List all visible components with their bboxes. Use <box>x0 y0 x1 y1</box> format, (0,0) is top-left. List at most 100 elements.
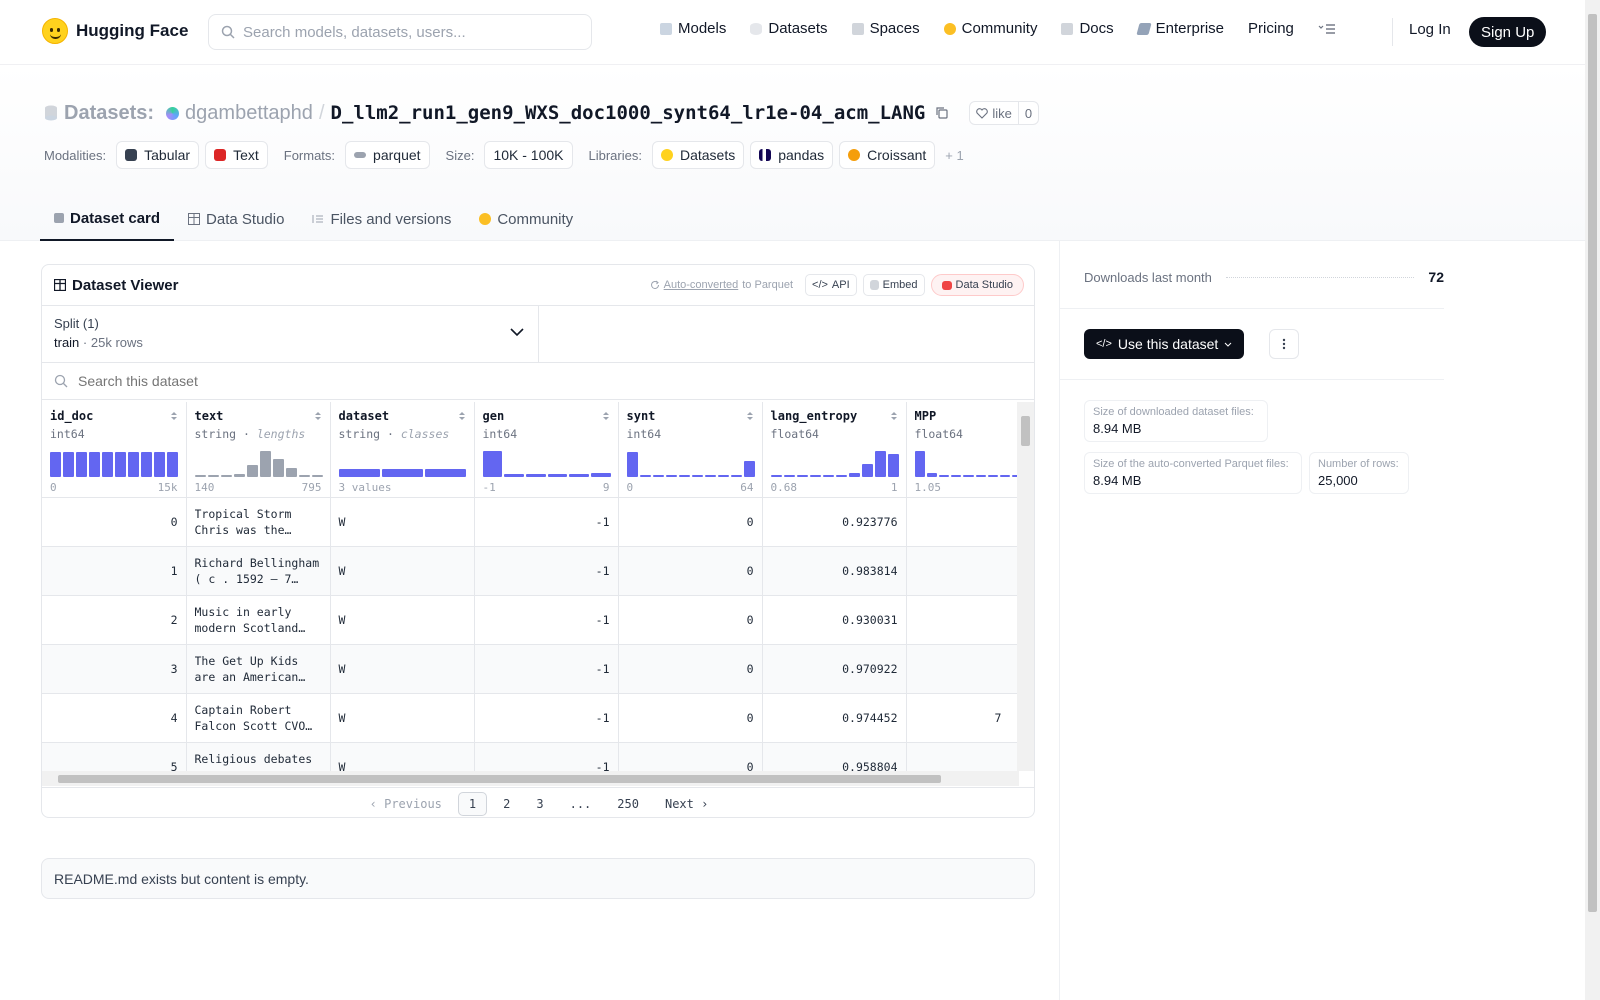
cell-dataset[interactable]: W <box>330 497 475 547</box>
split-selector[interactable]: Split (1) train · 25k rows <box>42 306 539 362</box>
histogram-bar[interactable] <box>233 473 245 477</box>
page-2-button[interactable]: 2 <box>503 796 511 811</box>
sort-icon[interactable] <box>890 410 898 422</box>
histogram-bar[interactable] <box>951 474 962 477</box>
cell-gen[interactable]: -1 <box>474 497 619 547</box>
histogram-bar[interactable] <box>848 472 860 477</box>
column-header-synt[interactable]: synt int64 0 64 <box>618 402 763 498</box>
histogram-bar[interactable] <box>861 463 873 477</box>
histogram-bar[interactable] <box>678 474 690 477</box>
tab-dataset-card[interactable]: Dataset card <box>40 197 175 241</box>
cell-gen[interactable]: -1 <box>474 595 619 645</box>
previous-page-button[interactable]: ‹ Previous <box>369 796 442 811</box>
histogram-bar[interactable] <box>999 474 1011 477</box>
nav-more-menu[interactable] <box>1318 23 1336 35</box>
histogram-bar[interactable] <box>590 472 611 477</box>
cell-synt[interactable]: 0 <box>618 742 763 771</box>
histogram-bar[interactable] <box>167 451 178 477</box>
histogram-bar[interactable] <box>1012 474 1019 477</box>
sort-icon[interactable] <box>314 410 322 422</box>
cell-gen[interactable]: -1 <box>474 742 619 771</box>
scrollbar-thumb[interactable] <box>1588 14 1597 912</box>
histogram-bar[interactable] <box>704 474 716 477</box>
sort-icon[interactable] <box>458 410 466 422</box>
next-page-button[interactable]: Next › <box>664 796 709 811</box>
tag-tabular[interactable]: Tabular <box>116 141 200 169</box>
login-link[interactable]: Log In <box>1409 21 1451 38</box>
cell-lang-entropy[interactable]: 0.923776 <box>762 497 907 547</box>
histogram-bar[interactable] <box>246 464 258 477</box>
tab-files[interactable]: Files and versions <box>298 197 465 241</box>
histogram-bar[interactable] <box>272 458 284 477</box>
cell-text[interactable]: Richard Bellingham ( c . 1592 – 7… <box>186 546 331 596</box>
histogram-bar[interactable] <box>154 451 165 477</box>
histogram-bar[interactable] <box>887 453 899 477</box>
cell-lang-entropy[interactable]: 0.974452 <box>762 693 907 743</box>
histogram-bar[interactable] <box>874 450 886 477</box>
histogram-bar[interactable] <box>665 474 677 477</box>
nav-enterprise[interactable]: Enterprise <box>1136 20 1224 37</box>
column-header-dataset[interactable]: dataset string · classes 3 values <box>330 402 475 498</box>
nav-community[interactable]: Community <box>943 20 1037 37</box>
repo-owner[interactable]: dgambettaphd <box>185 101 313 124</box>
cell-gen[interactable]: -1 <box>474 693 619 743</box>
cell-mpp[interactable] <box>906 595 1019 645</box>
histogram-bar[interactable] <box>381 468 424 477</box>
table-row[interactable]: 1 Richard Bellingham ( c . 1592 – 7… W -1 0 0… <box>42 546 1019 596</box>
histogram-bar[interactable] <box>938 474 950 477</box>
column-header-gen[interactable]: gen int64 -1 9 <box>474 402 619 498</box>
histogram-bar[interactable] <box>975 474 986 477</box>
cell-mpp[interactable] <box>906 497 1019 547</box>
tag-datasets-lib[interactable]: Datasets <box>651 141 745 169</box>
histogram-bar[interactable] <box>926 472 937 477</box>
table-vertical-scrollbar[interactable] <box>1017 402 1034 771</box>
table-row[interactable]: 2 Music in early modern Scotland… W -1 0 0.93… <box>42 595 1019 645</box>
cell-id-doc[interactable]: 0 <box>42 497 187 547</box>
cell-synt[interactable]: 0 <box>618 497 763 547</box>
cell-synt[interactable]: 0 <box>618 693 763 743</box>
cell-synt[interactable]: 0 <box>618 595 763 645</box>
cell-id-doc[interactable]: 4 <box>42 693 187 743</box>
histogram-bar[interactable] <box>50 451 61 477</box>
cell-synt[interactable]: 0 <box>618 546 763 596</box>
histogram-bar[interactable] <box>691 474 703 477</box>
histogram-bar[interactable] <box>76 451 87 477</box>
histogram-bar[interactable] <box>822 474 834 477</box>
histogram-bar[interactable] <box>338 468 380 477</box>
cell-id-doc[interactable]: 2 <box>42 595 187 645</box>
tab-data-studio[interactable]: Data Studio <box>174 197 298 241</box>
global-search[interactable] <box>208 14 592 50</box>
histogram-bar[interactable] <box>115 451 126 477</box>
data-studio-button[interactable]: Data Studio <box>930 274 1024 296</box>
cell-text[interactable]: Religious debates <box>186 742 331 771</box>
tag-parquet[interactable]: parquet <box>345 141 430 169</box>
cell-dataset[interactable]: W <box>330 546 475 596</box>
histogram-bar[interactable] <box>809 474 821 477</box>
scrollbar-thumb[interactable] <box>58 775 941 783</box>
histogram-bar[interactable] <box>259 450 271 477</box>
histogram-bar[interactable] <box>102 451 113 477</box>
table-row[interactable]: 5 Religious debates W -1 0 0.958804 <box>42 742 1019 771</box>
histogram-bar[interactable] <box>730 474 742 477</box>
histogram-bar[interactable] <box>220 474 232 477</box>
nav-docs[interactable]: Docs <box>1061 20 1114 37</box>
brand-logo[interactable]: Hugging Face <box>42 18 188 44</box>
cell-text[interactable]: Tropical Storm Chris was the… <box>186 497 331 547</box>
cell-dataset[interactable]: W <box>330 644 475 694</box>
histogram-bar[interactable] <box>770 474 782 477</box>
cell-gen[interactable]: -1 <box>474 644 619 694</box>
cell-dataset[interactable]: W <box>330 693 475 743</box>
table-row[interactable]: 0 Tropical Storm Chris was the… W -1 0 0.9237… <box>42 497 1019 547</box>
tag-size[interactable]: 10K - 100K <box>484 141 573 169</box>
cell-synt[interactable]: 0 <box>618 644 763 694</box>
dataset-search[interactable] <box>42 363 1034 400</box>
signup-button[interactable]: Sign Up <box>1469 17 1547 47</box>
more-libraries[interactable]: + 1 <box>945 147 964 163</box>
histogram-bar[interactable] <box>298 474 310 477</box>
scrollbar-thumb[interactable] <box>1021 416 1030 446</box>
cell-lang-entropy[interactable]: 0.970922 <box>762 644 907 694</box>
cell-gen[interactable]: -1 <box>474 546 619 596</box>
histogram-bar[interactable] <box>547 473 568 477</box>
cell-dataset[interactable]: W <box>330 595 475 645</box>
cell-mpp[interactable] <box>906 742 1019 771</box>
